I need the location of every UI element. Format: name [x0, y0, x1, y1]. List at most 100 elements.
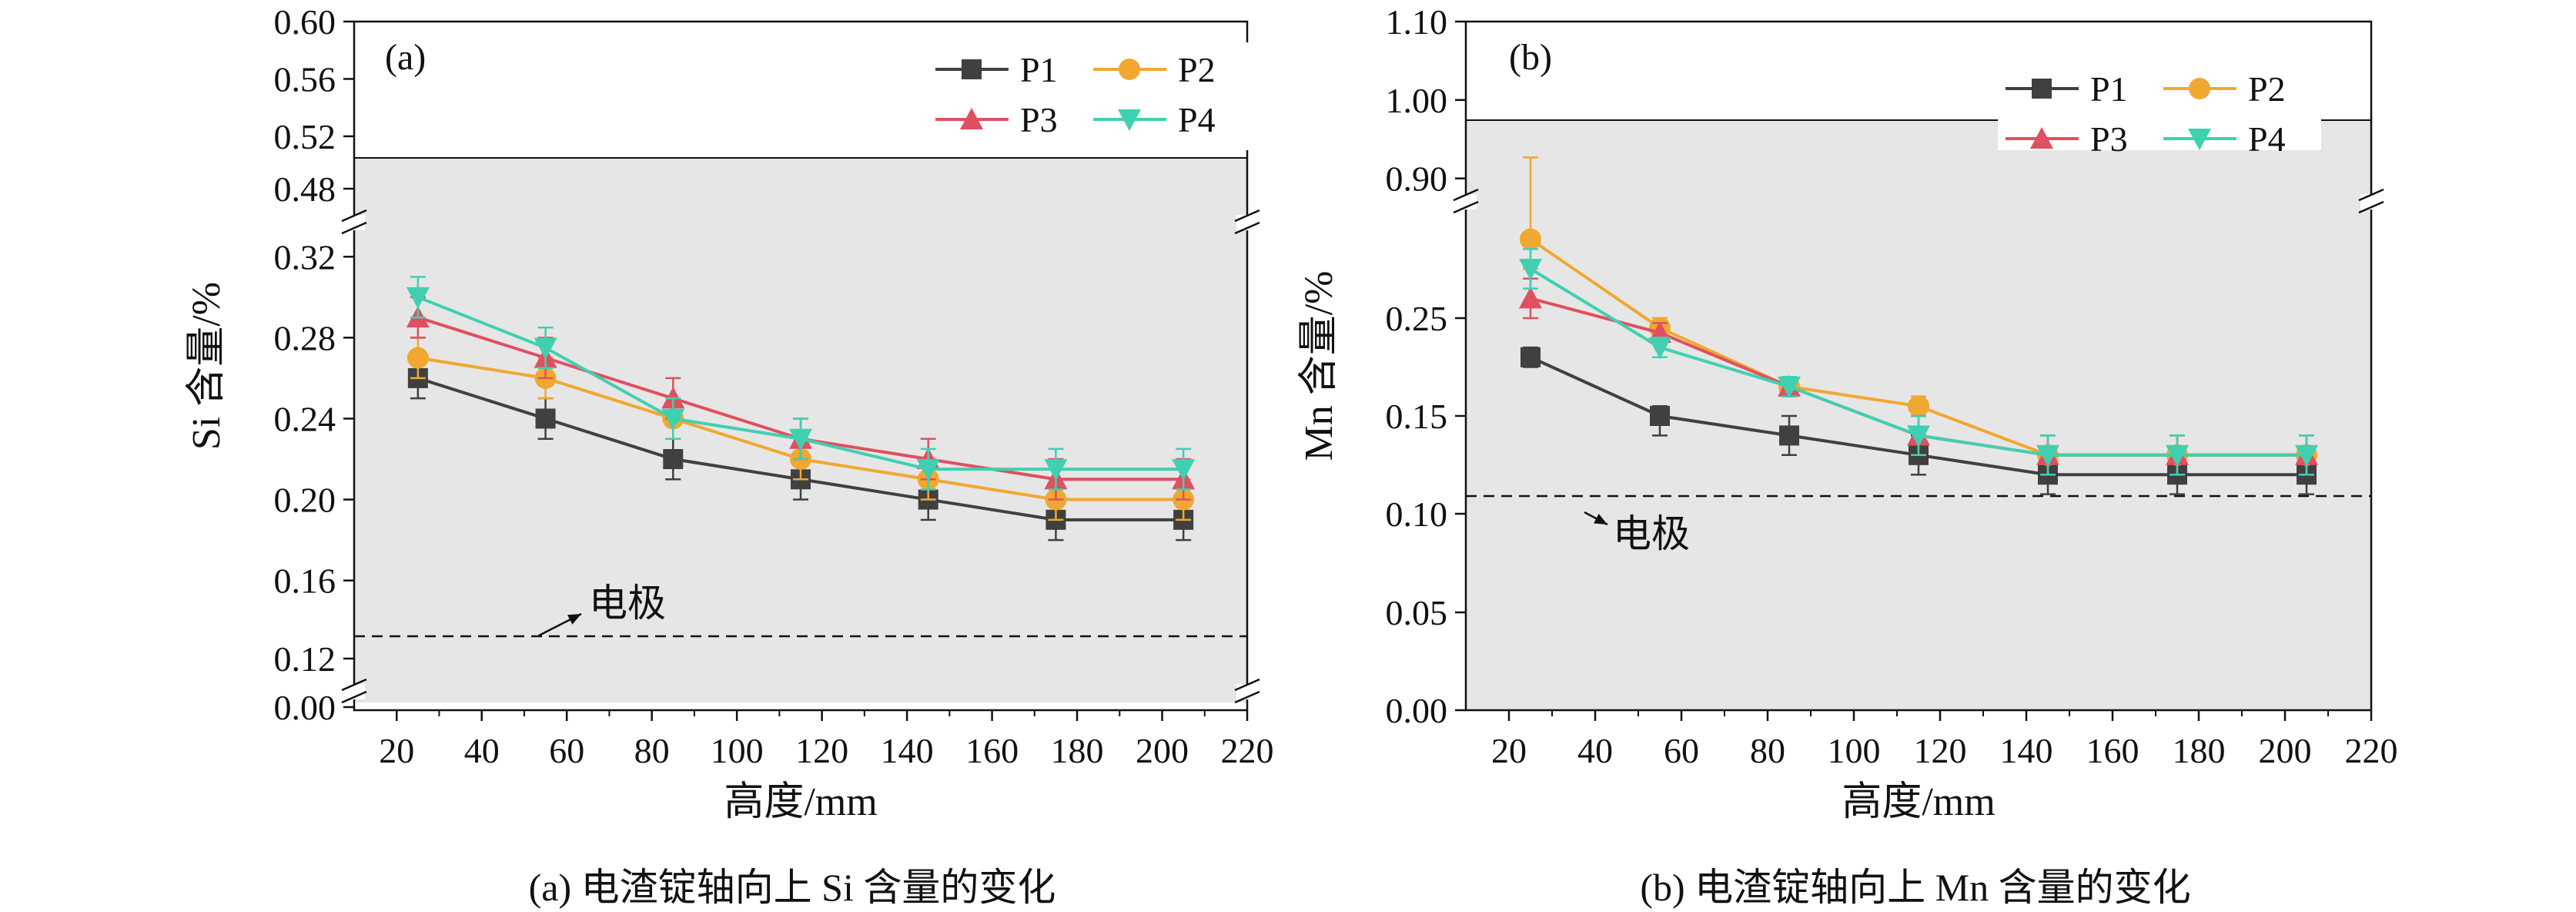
x-tick-label: 20 — [1491, 731, 1527, 770]
axis-break-mark — [1453, 188, 1479, 202]
legend-label-P2: P2 — [1178, 50, 1216, 89]
plot-frame-1 — [1464, 20, 2373, 712]
data-point-P4 — [2166, 444, 2189, 467]
data-point-P4 — [1519, 259, 1542, 280]
x-tick-label: 220 — [1221, 731, 1274, 770]
legend-label-P1: P1 — [1020, 50, 1058, 89]
x-tick-label: 20 — [379, 731, 414, 770]
y-tick-label: 0.28 — [274, 318, 336, 357]
x-tick-label: 40 — [464, 731, 500, 770]
y-tick-label: 0.16 — [274, 562, 336, 601]
axis-break-mark — [341, 209, 367, 223]
data-point-P1 — [1650, 406, 1670, 426]
caption-a: (a) 电渣锭轴向上 Si 含量的变化 — [528, 866, 1056, 909]
data-point-P4 — [2036, 444, 2059, 467]
y-tick-label: 0.05 — [1386, 593, 1448, 632]
y-tick-label: 0.48 — [274, 169, 336, 209]
data-point-P1 — [1779, 425, 1799, 446]
data-point-P4 — [1172, 459, 1196, 481]
y-tick-label: 0.00 — [1386, 691, 1448, 730]
y-tick-label: 0.24 — [274, 399, 336, 438]
data-point-P4 — [789, 428, 812, 451]
data-point-P4 — [1044, 459, 1068, 481]
legend-marker-P4 — [2188, 129, 2211, 150]
y-tick-label: 0.15 — [1386, 397, 1448, 436]
axis-break-mark — [341, 690, 367, 704]
y-tick-label: 0.52 — [274, 117, 336, 156]
data-point-P4 — [661, 408, 685, 431]
x-tick-label: 100 — [1828, 731, 1881, 770]
y-tick-label: 1.00 — [1386, 81, 1448, 120]
data-point-P2 — [406, 347, 429, 369]
y-tick-label: 0.56 — [274, 59, 336, 99]
reference-arrow-head — [1594, 514, 1607, 525]
data-point-P4 — [1648, 337, 1671, 360]
y-axis-label: Mn 含量/% — [1297, 270, 1341, 461]
y-tick-label: 0.20 — [274, 481, 336, 520]
legend-marker-P3 — [2030, 127, 2053, 149]
data-point-P1 — [1521, 347, 1541, 367]
data-point-P4 — [406, 287, 430, 309]
reference-label: 电极 — [589, 582, 666, 625]
data-point-P4 — [534, 337, 557, 360]
legend-marker-P4 — [1118, 109, 1141, 131]
axis-break-mark — [1234, 209, 1260, 223]
y-tick-label: 0.10 — [1386, 495, 1448, 534]
x-tick-label: 200 — [1136, 731, 1189, 770]
axis-break-mark — [341, 678, 367, 692]
panel-label: (b) — [1509, 37, 1552, 78]
y-tick-label: 0.25 — [1386, 299, 1448, 338]
legend-box — [1998, 62, 2321, 150]
x-tick-label: 200 — [2259, 731, 2312, 770]
data-point-P2 — [1520, 228, 1541, 250]
reference-label: 电极 — [1613, 512, 1690, 555]
x-tick-label: 80 — [1750, 731, 1785, 770]
legend-label-P3: P3 — [2090, 119, 2128, 159]
legend-marker-P1 — [2032, 79, 2052, 99]
legend-label-P4: P4 — [1178, 100, 1216, 139]
x-tick-label: 140 — [881, 731, 934, 770]
x-tick-label: 220 — [2345, 731, 2398, 770]
x-tick-label: 180 — [1051, 731, 1104, 770]
legend-label-P1: P1 — [2090, 69, 2128, 109]
data-point-P3 — [1519, 287, 1542, 309]
data-point-P4 — [1778, 376, 1801, 398]
y-tick-label: 0.90 — [1386, 159, 1448, 199]
y-tick-label: 0.60 — [274, 2, 336, 42]
legend-marker-P2 — [2189, 78, 2210, 99]
x-tick-label: 100 — [711, 731, 764, 770]
axis-break-mark — [1234, 690, 1260, 704]
data-point-P4 — [2295, 444, 2318, 467]
y-tick-label: 0.00 — [274, 688, 336, 727]
y-tick-label: 0.12 — [274, 639, 336, 679]
axis-break-mark — [1234, 221, 1260, 235]
legend-label-P2: P2 — [2248, 69, 2286, 109]
y-tick-label: 0.32 — [274, 237, 336, 277]
legend-marker-P3 — [960, 108, 983, 129]
x-tick-label: 120 — [795, 731, 848, 770]
legend-box — [928, 42, 1259, 150]
x-tick-label: 120 — [1914, 731, 1967, 770]
data-point-P1 — [535, 408, 556, 429]
data-point-P2 — [1908, 395, 1929, 417]
axis-break-mark — [2358, 200, 2384, 214]
data-point-P4 — [1907, 425, 1930, 448]
x-tick-label: 60 — [549, 731, 584, 770]
axis-break-mark — [341, 221, 367, 235]
y-axis-label: Si 含量/% — [185, 282, 229, 450]
axis-break-mark — [1234, 678, 1260, 692]
x-tick-label: 40 — [1577, 731, 1613, 770]
x-tick-label: 140 — [2000, 731, 2053, 770]
legend-marker-P1 — [962, 59, 982, 79]
axis-break-mark — [2358, 188, 2384, 202]
legend-label-P3: P3 — [1020, 100, 1058, 139]
x-tick-label: 80 — [634, 731, 670, 770]
caption-b: (b) 电渣锭轴向上 Mn 含量的变化 — [1640, 866, 2191, 909]
x-tick-label: 160 — [2086, 731, 2139, 770]
x-tick-label: 60 — [1664, 731, 1699, 770]
y-tick-label: 1.10 — [1386, 2, 1448, 42]
reference-arrow-head — [567, 614, 581, 625]
data-point-P4 — [916, 459, 940, 481]
plot-frame-0 — [353, 20, 1249, 712]
